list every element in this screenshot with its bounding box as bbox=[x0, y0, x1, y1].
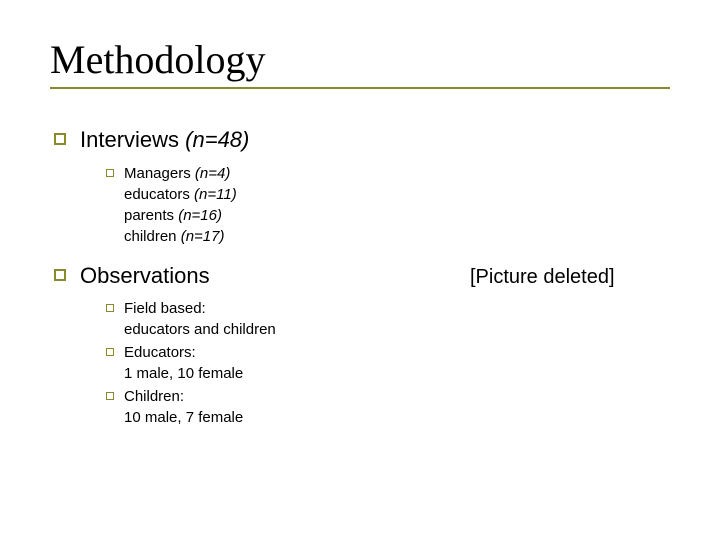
line-plain: educators and children bbox=[124, 321, 276, 338]
line: 10 male, 7 female bbox=[124, 407, 243, 428]
bullet-column: Interviews (n=48) Managers (n=4) educato… bbox=[50, 111, 450, 438]
title-underline bbox=[50, 87, 670, 89]
bullet-level2-text: Educators: 1 male, 10 female bbox=[124, 342, 243, 384]
slide: Methodology Interviews (n=48) Managers (… bbox=[0, 0, 720, 540]
heading-plain: Interviews bbox=[80, 127, 185, 152]
bullet-level2-text: Managers (n=4) educators (n=11) parents … bbox=[124, 163, 237, 247]
line-plain: 10 male, 7 female bbox=[124, 409, 243, 426]
square-bullet-icon bbox=[106, 392, 114, 400]
line-plain: Educators: bbox=[124, 344, 196, 361]
square-bullet-icon bbox=[106, 304, 114, 312]
line-italic: (n=11) bbox=[194, 186, 237, 203]
line-plain: children bbox=[124, 228, 181, 245]
line-plain: 1 male, 10 female bbox=[124, 365, 243, 382]
line-plain: Field based: bbox=[124, 300, 206, 317]
bullet-level2-text: Field based: educators and children bbox=[124, 298, 276, 340]
bullet-level2: Children: 10 male, 7 female bbox=[106, 386, 450, 428]
right-note: [Picture deleted] bbox=[470, 111, 670, 438]
slide-title: Methodology bbox=[50, 36, 670, 83]
bullet-level1-text: Interviews (n=48) bbox=[80, 125, 249, 155]
line: educators and children bbox=[124, 319, 276, 340]
line-plain: parents bbox=[124, 207, 178, 224]
bullet-level1: Observations bbox=[50, 261, 450, 291]
line: Educators: bbox=[124, 342, 243, 363]
bullet-level1-text: Observations bbox=[80, 261, 210, 291]
line: Field based: bbox=[124, 298, 276, 319]
bullet-level2: Field based: educators and children bbox=[106, 298, 450, 340]
square-bullet-icon bbox=[54, 269, 66, 281]
bullet-level1: Interviews (n=48) bbox=[50, 125, 450, 155]
square-bullet-icon bbox=[54, 133, 66, 145]
heading-plain: Observations bbox=[80, 263, 210, 288]
line-plain: Managers bbox=[124, 165, 195, 182]
line-plain: educators bbox=[124, 186, 194, 203]
sub-bullet-group: Field based: educators and children Educ… bbox=[106, 298, 450, 428]
bullet-level2-text: Children: 10 male, 7 female bbox=[124, 386, 243, 428]
line: parents (n=16) bbox=[124, 205, 237, 226]
line: children (n=17) bbox=[124, 226, 237, 247]
square-bullet-icon bbox=[106, 169, 114, 177]
square-bullet-icon bbox=[106, 348, 114, 356]
line: educators (n=11) bbox=[124, 184, 237, 205]
line: Managers (n=4) bbox=[124, 163, 237, 184]
bullet-level2: Educators: 1 male, 10 female bbox=[106, 342, 450, 384]
line-italic: (n=16) bbox=[178, 207, 222, 224]
line: Children: bbox=[124, 386, 243, 407]
line: 1 male, 10 female bbox=[124, 363, 243, 384]
sub-bullet-group: Managers (n=4) educators (n=11) parents … bbox=[106, 163, 450, 247]
heading-italic: (n=48) bbox=[185, 127, 249, 152]
bullet-level2: Managers (n=4) educators (n=11) parents … bbox=[106, 163, 450, 247]
content-area: Interviews (n=48) Managers (n=4) educato… bbox=[50, 111, 670, 438]
line-italic: (n=17) bbox=[181, 228, 225, 245]
line-plain: Children: bbox=[124, 388, 184, 405]
line-italic: (n=4) bbox=[195, 165, 230, 182]
